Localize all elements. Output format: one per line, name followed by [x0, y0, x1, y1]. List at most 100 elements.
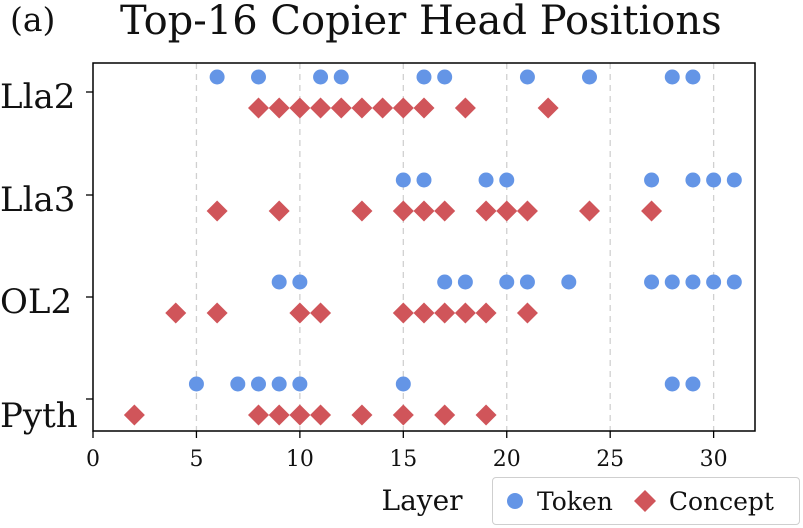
plot-frame — [92, 62, 756, 432]
x-tick-label-5: 5 — [189, 447, 203, 472]
token-point-pyth-5 — [188, 376, 204, 392]
concept-point-lla3-20 — [496, 200, 518, 222]
token-point-pyth-7 — [230, 376, 246, 392]
concept-point-pyth-9 — [268, 404, 290, 426]
token-point-ol2-23 — [561, 274, 577, 290]
concept-point-pyth-17 — [434, 404, 456, 426]
concept-point-lla2-18 — [454, 97, 476, 119]
concept-point-lla3-17 — [434, 200, 456, 222]
concept-point-ol2-10 — [289, 302, 311, 324]
concept-point-pyth-13 — [351, 404, 373, 426]
concept-marker-icon — [633, 490, 656, 512]
token-point-pyth-9 — [271, 376, 287, 392]
concept-point-lla3-13 — [351, 200, 373, 222]
token-point-ol2-9 — [271, 274, 287, 290]
concept-point-lla2-13 — [351, 97, 373, 119]
concept-point-lla2-14 — [372, 97, 394, 119]
x-tick-label-20: 20 — [493, 447, 521, 472]
token-point-ol2-17 — [437, 274, 453, 290]
token-point-lla2-17 — [437, 69, 453, 85]
token-point-lla2-28 — [664, 69, 680, 85]
data-marks — [123, 69, 742, 426]
token-point-lla3-29 — [685, 172, 701, 188]
chart-title: Top-16 Copier Head Positions — [120, 0, 722, 44]
legend-item-concept: Concept — [631, 487, 774, 516]
concept-point-lla2-16 — [413, 97, 435, 119]
token-point-ol2-29 — [685, 274, 701, 290]
token-point-lla2-29 — [685, 69, 701, 85]
concept-point-ol2-18 — [454, 302, 476, 324]
concept-point-lla2-10 — [289, 97, 311, 119]
concept-point-lla2-8 — [248, 97, 269, 119]
x-tick-label-25: 25 — [596, 447, 624, 472]
token-point-lla2-24 — [582, 69, 597, 85]
concept-point-pyth-19 — [475, 404, 497, 426]
token-point-lla2-8 — [251, 69, 266, 85]
token-point-ol2-10 — [292, 274, 308, 290]
concept-point-pyth-2 — [123, 404, 145, 426]
token-point-pyth-28 — [664, 376, 680, 392]
token-point-pyth-8 — [251, 376, 266, 392]
concept-point-ol2-19 — [475, 302, 497, 324]
grid-lines — [195, 63, 715, 431]
x-tick-label-10: 10 — [286, 447, 314, 472]
legend-label-token: Token — [537, 486, 613, 516]
token-point-lla2-6 — [209, 69, 225, 85]
concept-point-ol2-16 — [413, 302, 435, 324]
concept-point-lla3-9 — [268, 200, 290, 222]
token-point-lla2-21 — [519, 69, 535, 85]
token-point-ol2-18 — [457, 274, 473, 290]
concept-point-pyth-15 — [392, 404, 414, 426]
panel-label: (a) — [10, 0, 56, 39]
concept-point-ol2-17 — [434, 302, 456, 324]
concept-point-lla3-15 — [392, 200, 414, 222]
token-point-lla2-12 — [333, 69, 349, 85]
token-point-lla2-11 — [313, 69, 329, 85]
token-point-ol2-27 — [644, 274, 660, 290]
concept-point-pyth-10 — [289, 404, 311, 426]
concept-point-lla3-27 — [641, 200, 663, 222]
token-point-ol2-28 — [664, 274, 680, 290]
concept-point-lla3-24 — [579, 200, 600, 222]
token-marker-icon — [507, 493, 523, 509]
concept-point-lla2-12 — [330, 97, 352, 119]
token-point-ol2-21 — [519, 274, 535, 290]
y-tick-label-lla2: Lla2 — [0, 77, 75, 117]
token-point-lla3-15 — [395, 172, 411, 188]
concept-point-lla2-9 — [268, 97, 290, 119]
x-tick-label-0: 0 — [86, 447, 100, 472]
concept-point-lla3-21 — [516, 200, 538, 222]
concept-point-pyth-11 — [310, 404, 332, 426]
y-tick-label-pyth: Pyth — [0, 396, 78, 436]
concept-point-ol2-11 — [310, 302, 332, 324]
concept-point-ol2-21 — [516, 302, 538, 324]
concept-point-ol2-15 — [392, 302, 414, 324]
concept-point-lla3-6 — [206, 200, 228, 222]
concept-point-lla2-22 — [537, 97, 559, 119]
token-point-lla3-27 — [644, 172, 660, 188]
token-point-ol2-31 — [726, 274, 742, 290]
concept-point-lla3-19 — [475, 200, 497, 222]
concept-point-lla2-15 — [392, 97, 414, 119]
token-point-lla3-20 — [499, 172, 515, 188]
concept-point-pyth-8 — [248, 404, 269, 426]
token-point-pyth-29 — [685, 376, 701, 392]
x-tick-label-30: 30 — [700, 447, 728, 472]
axes: 0 5 10 15 20 25 30 Lla2 Lla3 OL2 Pyth — [0, 77, 728, 472]
token-point-pyth-15 — [395, 376, 411, 392]
concept-point-ol2-4 — [165, 302, 187, 324]
token-point-lla3-30 — [706, 172, 722, 188]
token-point-lla3-16 — [416, 172, 432, 188]
concept-point-lla2-11 — [310, 97, 332, 119]
legend-label-concept: Concept — [668, 486, 774, 516]
token-point-lla3-19 — [478, 172, 494, 188]
y-tick-label-ol2: OL2 — [0, 282, 72, 322]
concept-point-ol2-6 — [206, 302, 228, 324]
token-point-lla2-16 — [416, 69, 432, 85]
legend: Token Concept — [492, 477, 800, 525]
token-point-pyth-10 — [292, 376, 308, 392]
concept-point-lla3-16 — [413, 200, 435, 222]
token-point-ol2-30 — [706, 274, 722, 290]
